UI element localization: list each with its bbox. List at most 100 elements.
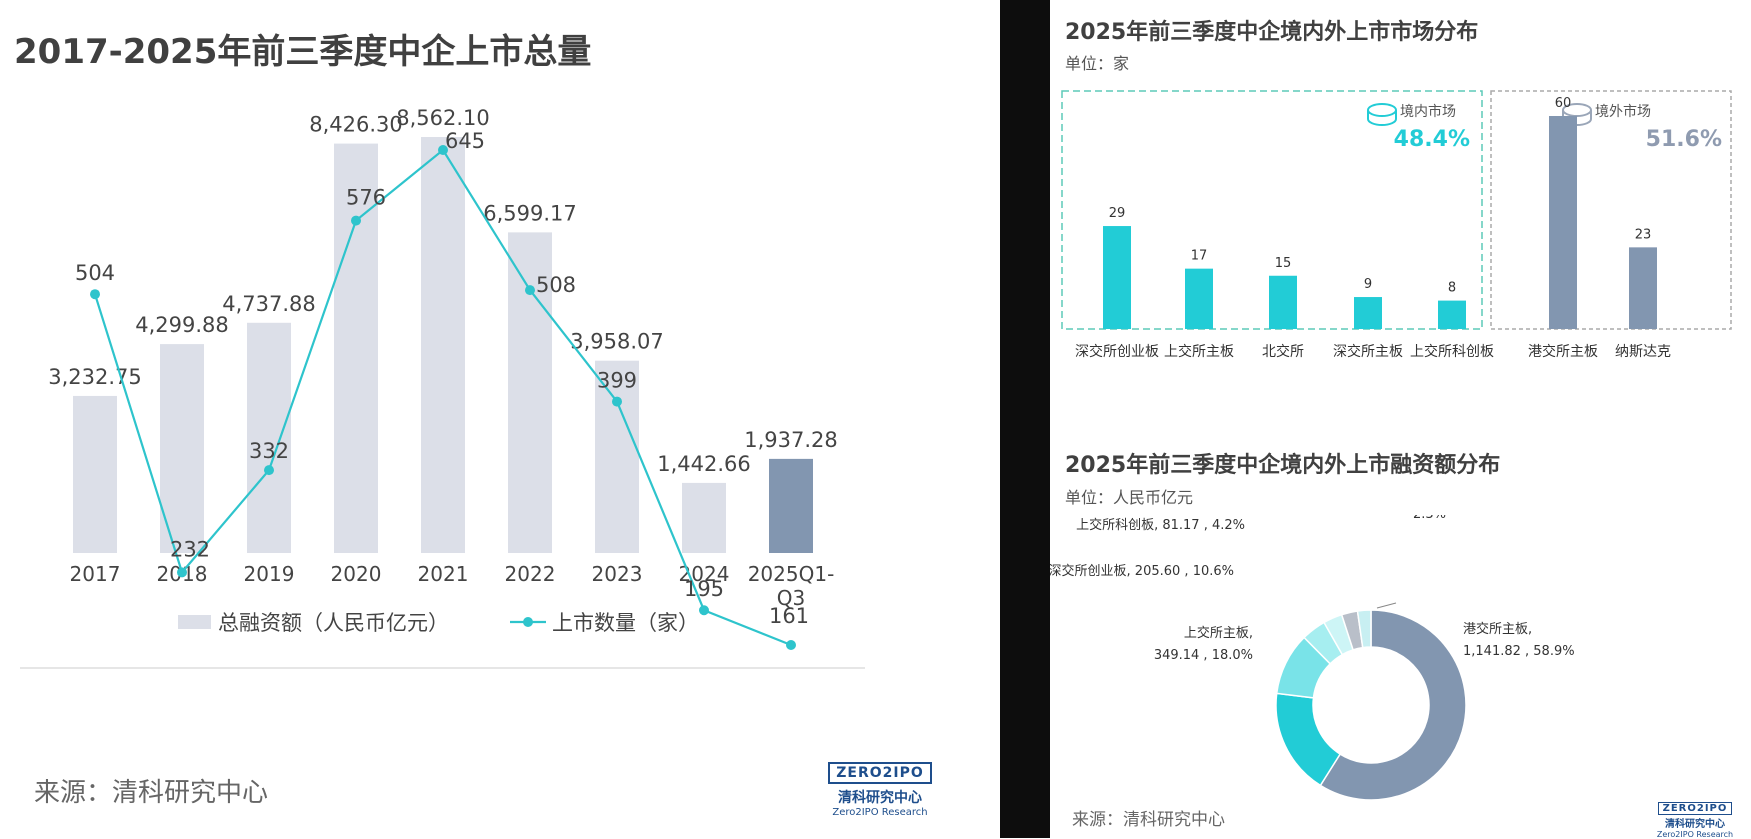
donut-label-1: 上交所主板, <box>1184 625 1253 641</box>
bar-6 <box>595 360 639 553</box>
right-logo-mark: ZERO2IPO <box>1657 802 1733 815</box>
x-tick-label-4: 2021 <box>418 562 469 586</box>
bar-2 <box>247 322 291 553</box>
domestic-market-box <box>1061 90 1483 330</box>
right-panel: 2025年前三季度中企境内外上市市场分布 单位：家 境内市场 48.4% 境外市场 5… <box>1050 0 1751 839</box>
line-point-7 <box>699 605 709 616</box>
line-point-1 <box>177 567 187 578</box>
market-bar-value-3: 9 <box>1364 277 1372 292</box>
market-bar-5 <box>1549 116 1577 329</box>
market-bar-value-4: 8 <box>1448 281 1456 296</box>
market-distribution-title: 2025年前三季度中企境内外上市市场分布 <box>1065 20 1479 45</box>
bar-value-label-5: 6,599.17 <box>483 201 577 225</box>
market-category-label-3: 深交所主板 <box>1333 343 1403 360</box>
line-value-label-8: 161 <box>769 604 809 628</box>
line-point-5 <box>525 285 535 296</box>
overseas-market-pct: 51.6% <box>1646 127 1722 152</box>
market-bar-6 <box>1629 247 1657 329</box>
legend-line-marker <box>523 617 533 627</box>
market-category-label-1: 上交所主板 <box>1164 343 1234 360</box>
market-bar-0 <box>1103 226 1131 329</box>
overseas-market-box <box>1490 90 1732 330</box>
bar-value-label-7: 1,442.66 <box>657 452 751 476</box>
market-bar-value-5: 60 <box>1555 96 1572 111</box>
domestic-market-icon <box>1367 103 1397 126</box>
left-logo-name-cn: 清科研究中心 <box>838 790 922 806</box>
financing-distribution-title: 2025年前三季度中企境内外上市融资额分布 <box>1065 453 1501 478</box>
donut-slice-6 <box>1356 609 1372 649</box>
line-point-8 <box>786 640 796 650</box>
x-tick-label-6: 2023 <box>592 562 643 586</box>
legend-bar-swatch <box>178 615 211 629</box>
overseas-market-label: 境外市场 <box>1595 103 1651 120</box>
x-tick-label-0: 2017 <box>70 562 121 586</box>
left-logo-name-en: Zero2IPO Research <box>832 807 928 818</box>
market-distribution-unit: 单位：家 <box>1065 54 1130 73</box>
left-logo: ZERO2IPO 清科研究中心 Zero2IPO Research <box>820 762 940 818</box>
line-value-label-4: 645 <box>445 129 485 153</box>
left-logo-mark: ZERO2IPO <box>828 762 932 784</box>
donut-label-6-line2: 2.3% <box>1413 515 1446 522</box>
line-value-label-2: 332 <box>249 439 289 463</box>
donut-label-1-line2: 349.14 , 18.0% <box>1154 648 1253 663</box>
x-tick-label-5: 2022 <box>505 562 556 586</box>
market-distribution-chart: 境内市场 48.4% 境外市场 51.6% 29 深交所创业板 17 上交所主板 15 北交所 9 深… <box>1061 90 1732 360</box>
market-bar-3 <box>1354 297 1382 329</box>
market-bar-4 <box>1438 300 1466 329</box>
x-tick-label-7: 2024 <box>679 562 730 586</box>
market-category-label-6: 纳斯达克 <box>1615 344 1671 360</box>
market-bar-value-1: 17 <box>1191 249 1208 264</box>
legend-bar-label: 总融资额（人民币亿元） <box>218 611 449 635</box>
right-logo-name-en: Zero2IPO Research <box>1656 830 1734 839</box>
legend-line-label: 上市数量（家） <box>552 611 699 635</box>
donut-leader-line <box>1376 602 1397 609</box>
left-panel: 2017-2025年前三季度中企上市总量 3,232.75 2017 4,299.8… <box>14 32 940 818</box>
line-value-label-3: 576 <box>346 186 386 210</box>
donut-label-3: 上交所科创板, 81.17 , 4.2% <box>1076 517 1245 533</box>
market-category-label-2: 北交所 <box>1262 343 1304 360</box>
market-category-label-0: 深交所创业板 <box>1075 343 1159 360</box>
bar-value-label-3: 8,426.30 <box>309 113 403 137</box>
line-point-6 <box>612 396 622 407</box>
market-bar-1 <box>1185 268 1213 329</box>
line-value-label-0: 504 <box>75 261 115 285</box>
domestic-market-pct: 48.4% <box>1394 127 1470 152</box>
bar-value-label-8: 1,937.28 <box>744 428 838 452</box>
panel-divider <box>1000 0 1050 838</box>
bar-1 <box>160 344 204 553</box>
market-bar-2 <box>1269 275 1297 329</box>
bar-4 <box>421 137 465 553</box>
donut-label-0: 港交所主板, <box>1463 621 1532 637</box>
left-chart-title: 2017-2025年前三季度中企上市总量 <box>14 32 592 72</box>
market-category-label-5: 港交所主板 <box>1528 343 1598 360</box>
left-source: 来源：清科研究中心 <box>34 778 269 808</box>
bar-value-label-4: 8,562.10 <box>396 106 490 130</box>
x-tick-label-3: 2020 <box>331 562 382 586</box>
bar-0 <box>73 395 117 553</box>
line-value-label-7: 195 <box>684 577 724 601</box>
line-point-4 <box>438 145 448 155</box>
bar-3 <box>334 143 378 553</box>
x-tick-label-8-line2: Q3 <box>777 586 805 610</box>
bar-7 <box>682 482 726 553</box>
market-bar-value-6: 23 <box>1635 227 1652 242</box>
market-category-label-4: 上交所科创板 <box>1410 343 1494 360</box>
domestic-market-label: 境内市场 <box>1400 103 1456 120</box>
bar-8 <box>769 458 813 553</box>
financing-distribution-chart: 港交所主板, 1,141.82 , 58.9% 上交所主板, 349.14 , 18.… <box>1050 515 1575 801</box>
donut-label-2: 深交所创业板, 205.60 , 10.6% <box>1050 563 1234 579</box>
financing-distribution-unit: 单位：人民币亿元 <box>1065 488 1194 507</box>
donut-label-0-line2: 1,141.82 , 58.9% <box>1463 644 1575 659</box>
line-point-2 <box>264 465 274 476</box>
market-bar-value-2: 15 <box>1275 256 1292 271</box>
bar-value-label-6: 3,958.07 <box>570 330 664 354</box>
line-point-3 <box>351 215 361 226</box>
right-logo-name-cn: 清科研究中心 <box>1665 819 1725 830</box>
bar-value-label-1: 4,299.88 <box>135 313 229 337</box>
line-point-0 <box>90 289 100 300</box>
x-tick-label-2: 2019 <box>244 562 295 586</box>
line-value-label-5: 508 <box>536 273 576 297</box>
total-listing-chart: 3,232.7520174,299.8820184,737.8820198,42… <box>20 106 865 669</box>
right-logo: ZERO2IPO 清科研究中心 Zero2IPO Research <box>1640 796 1750 839</box>
line-value-label-1: 232 <box>170 537 210 561</box>
